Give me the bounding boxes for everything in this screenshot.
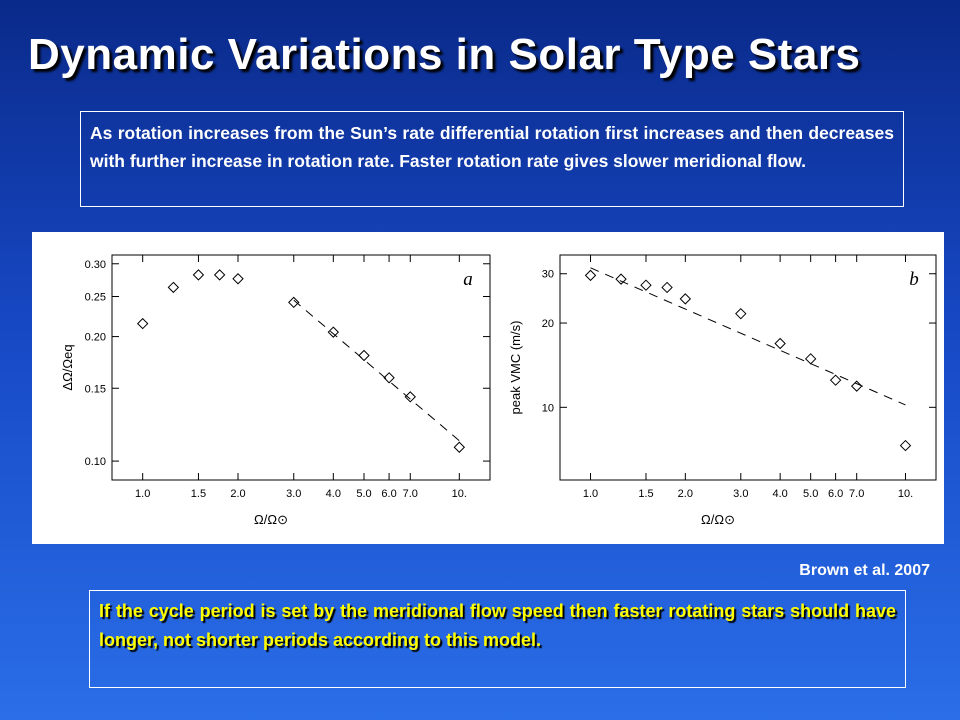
x-tick-label: 1.0 bbox=[583, 488, 598, 500]
y-tick-label: 0.10 bbox=[85, 456, 106, 468]
data-point bbox=[804, 353, 817, 365]
x-tick-label: 10. bbox=[452, 488, 467, 500]
intro-text-box: As rotation increases from the Sun’s rat… bbox=[80, 111, 904, 207]
x-tick-label: 4.0 bbox=[326, 488, 341, 500]
data-point bbox=[288, 296, 300, 309]
data-point bbox=[167, 281, 180, 294]
fit-line bbox=[293, 299, 460, 442]
data-point bbox=[829, 374, 842, 386]
data-point bbox=[136, 317, 149, 330]
panel-label-b: b bbox=[909, 269, 919, 290]
data-point bbox=[774, 337, 786, 350]
x-tick-label: 1.5 bbox=[191, 488, 206, 500]
data-point bbox=[584, 269, 597, 282]
x-tick-label: 5.0 bbox=[356, 488, 371, 500]
x-tick-label: 1.5 bbox=[638, 488, 653, 500]
y-tick-label: 0.15 bbox=[85, 383, 106, 395]
x-tick-label: 6.0 bbox=[381, 488, 396, 500]
citation: Brown et al. 2007 bbox=[799, 562, 930, 579]
y-tick-label: 0.25 bbox=[85, 292, 106, 304]
x-tick-label: 4.0 bbox=[772, 488, 787, 500]
y-tick-label: 10 bbox=[542, 402, 554, 414]
chart-b: 1.0 1.5 2.0 3.0 4.0 5.0 6.0 7.0 10. 10 20 30 Ω/Ω⊙ pea… bbox=[508, 254, 937, 527]
data-point bbox=[358, 349, 370, 362]
y-tick-label: 0.30 bbox=[85, 259, 106, 271]
data-point bbox=[899, 439, 912, 452]
data-point bbox=[383, 372, 395, 384]
conclusion-text-box: If the cycle period is set by the meridi… bbox=[89, 590, 906, 688]
data-point bbox=[232, 273, 244, 285]
fit-line bbox=[590, 267, 906, 406]
x-tick-label: 5.0 bbox=[803, 488, 818, 500]
x-tick-label: 3.0 bbox=[733, 488, 748, 500]
data-point bbox=[661, 281, 673, 294]
x-axis-label: Ω/Ω⊙ bbox=[701, 512, 735, 527]
x-tick-label: 7.0 bbox=[849, 488, 864, 500]
data-point bbox=[453, 441, 466, 453]
data-point bbox=[213, 269, 226, 281]
x-tick-label: 1.0 bbox=[135, 488, 150, 500]
panel-label-a: a bbox=[463, 269, 473, 290]
x-tick-label: 2.0 bbox=[678, 488, 693, 500]
x-tick-label: 2.0 bbox=[230, 488, 245, 500]
chart-figure: 1.0 1.5 2.0 3.0 4.0 5.0 6.0 7.0 10. 0.10 0.15 0.20 0… bbox=[60, 254, 937, 527]
data-point bbox=[679, 293, 692, 305]
data-point bbox=[404, 391, 416, 403]
x-tick-label: 3.0 bbox=[286, 488, 301, 500]
chart-a: 1.0 1.5 2.0 3.0 4.0 5.0 6.0 7.0 10. 0.10 0.15 0.20 0… bbox=[60, 254, 491, 527]
data-point bbox=[327, 326, 340, 338]
x-tick-label: 7.0 bbox=[403, 488, 418, 500]
y-tick-label: 0.20 bbox=[85, 332, 106, 344]
slide-title: Dynamic Variations in Solar Type Stars bbox=[28, 30, 861, 79]
data-point bbox=[735, 307, 747, 320]
y-axis-label: peak VMC (m/s) bbox=[508, 321, 523, 415]
data-point bbox=[640, 279, 652, 291]
data-point bbox=[850, 380, 863, 392]
data-point bbox=[615, 273, 627, 285]
x-tick-label: 10. bbox=[898, 488, 913, 500]
x-axis-label: Ω/Ω⊙ bbox=[254, 512, 288, 527]
plot-frame bbox=[111, 254, 491, 481]
y-axis-label: ΔΩ/Ωeq bbox=[60, 344, 75, 390]
figure-panel: 1.0 1.5 2.0 3.0 4.0 5.0 6.0 7.0 10. 0.10 0.15 0.20 0… bbox=[32, 232, 944, 544]
x-tick-label: 6.0 bbox=[828, 488, 843, 500]
y-tick-label: 20 bbox=[542, 318, 554, 330]
y-tick-label: 30 bbox=[542, 269, 554, 281]
data-point bbox=[192, 269, 205, 281]
plot-frame bbox=[559, 254, 937, 481]
